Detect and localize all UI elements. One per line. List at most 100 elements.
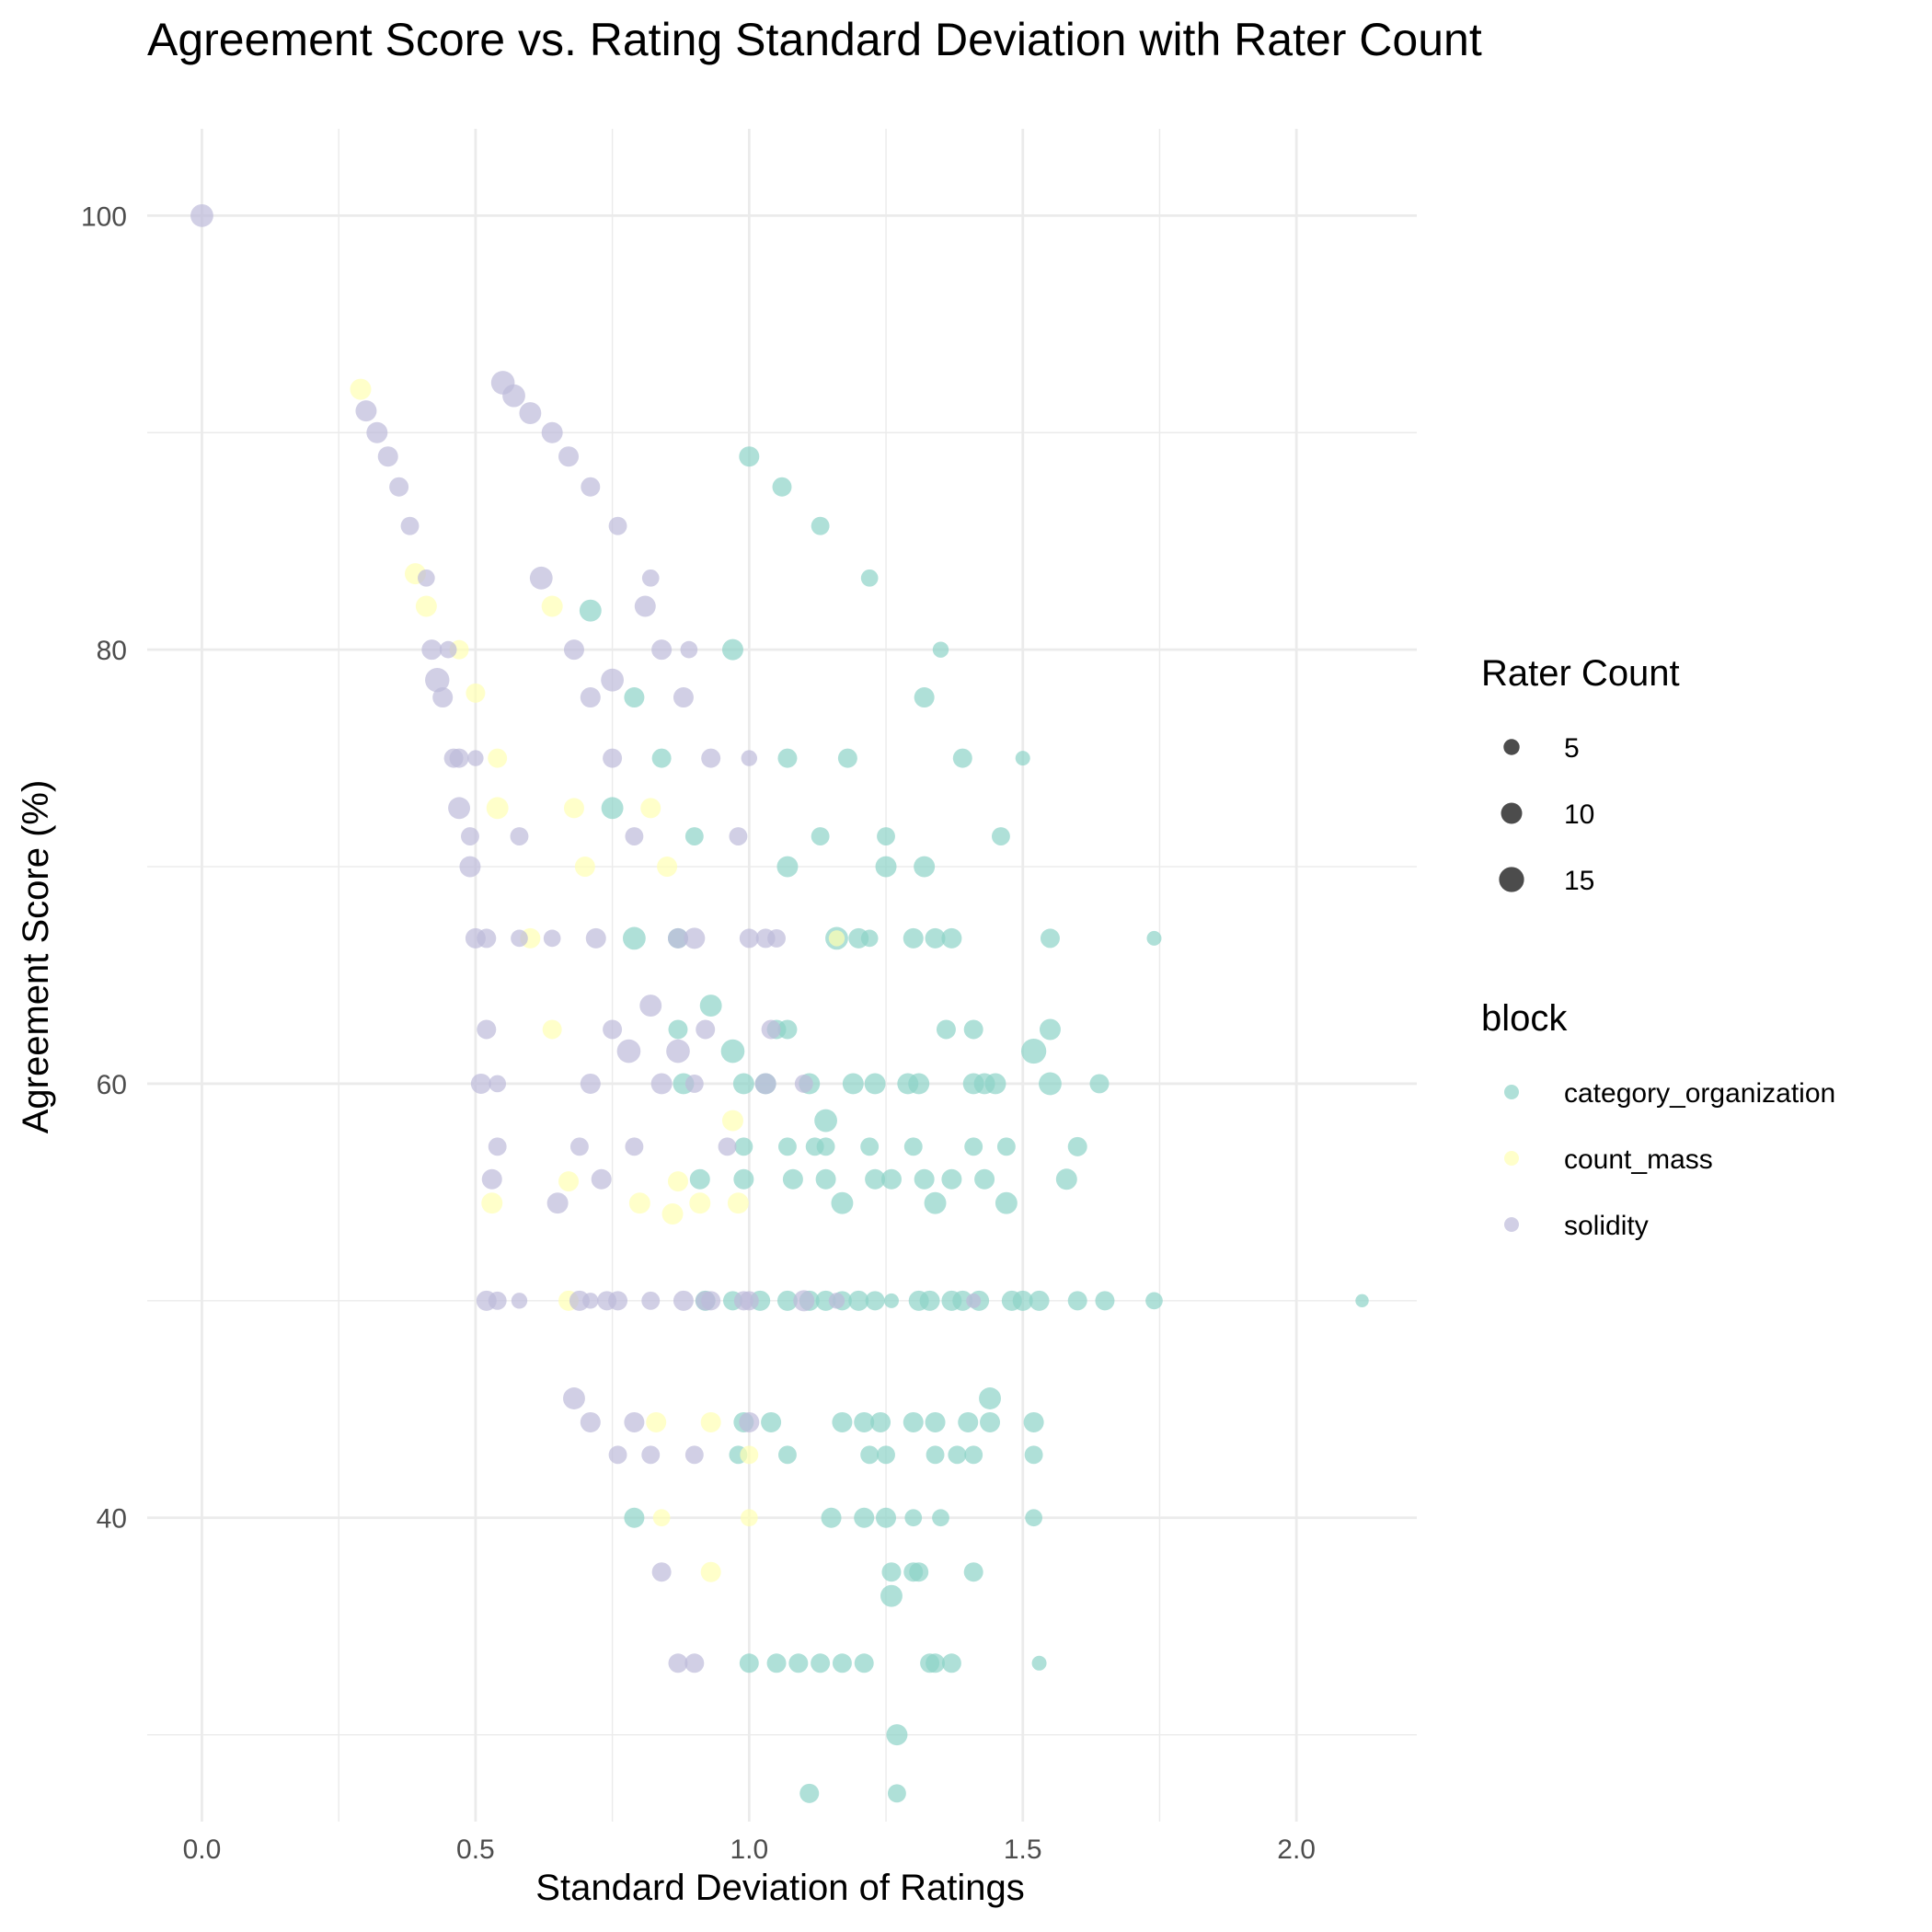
data-point: [580, 687, 601, 708]
data-point: [1024, 1445, 1043, 1465]
y-tick-label: 100: [81, 201, 127, 232]
data-point: [541, 595, 563, 617]
data-point: [1039, 1018, 1061, 1041]
data-point: [799, 1783, 820, 1803]
data-point: [519, 402, 542, 424]
data-point: [684, 1445, 704, 1465]
data-point: [668, 1653, 688, 1673]
y-axis-title: Agreement Score (%): [16, 780, 56, 1134]
data-point: [680, 640, 698, 659]
data-point: [603, 1019, 623, 1040]
data-point: [924, 1191, 947, 1214]
x-tick-label: 0.5: [456, 1834, 495, 1865]
data-point: [486, 797, 509, 820]
data-point: [608, 516, 627, 535]
data-point: [448, 797, 471, 820]
data-point: [591, 1168, 612, 1190]
data-point: [1031, 1655, 1047, 1671]
data-point: [470, 1073, 491, 1094]
data-point: [727, 1192, 749, 1214]
data-point: [832, 1653, 852, 1673]
data-point: [925, 927, 946, 949]
data-point: [980, 1411, 1001, 1432]
data-point: [778, 1137, 797, 1156]
data-point: [739, 928, 759, 949]
data-point: [684, 1653, 705, 1673]
data-point: [914, 687, 935, 708]
size-legend-key: [1501, 802, 1523, 824]
data-point: [418, 569, 435, 587]
data-point: [488, 1137, 507, 1156]
data-point: [1015, 751, 1030, 766]
data-point: [793, 1290, 815, 1312]
data-point: [580, 1411, 601, 1432]
data-point: [701, 1291, 721, 1311]
data-point: [502, 384, 525, 408]
data-point: [865, 1168, 886, 1190]
series-count_mass: [350, 378, 845, 1582]
size-legend: Rater Count 5 10 15: [1481, 653, 1680, 896]
data-point: [546, 1192, 569, 1214]
color-legend-title: block: [1481, 998, 1568, 1039]
data-point: [952, 1290, 973, 1311]
data-point: [914, 1168, 935, 1190]
data-point: [624, 687, 645, 708]
data-point: [815, 1168, 836, 1190]
data-point: [1067, 1291, 1087, 1311]
data-point: [963, 1019, 983, 1040]
data-point: [880, 1168, 902, 1190]
x-tick-label: 0.0: [183, 1834, 222, 1865]
data-point: [739, 1411, 760, 1432]
data-point: [355, 400, 377, 422]
data-point: [729, 827, 748, 845]
data-point: [903, 1411, 924, 1432]
data-point: [788, 1653, 809, 1673]
data-point: [558, 1171, 580, 1192]
data-point: [569, 1137, 589, 1156]
data-point: [641, 1291, 661, 1310]
data-point: [701, 748, 721, 768]
x-tick-label: 1.5: [1004, 1834, 1042, 1865]
data-point: [941, 1168, 962, 1190]
data-point: [964, 1445, 983, 1465]
data-point: [932, 1509, 949, 1527]
y-tick-label: 80: [97, 636, 127, 666]
data-point: [926, 1445, 945, 1465]
data-point: [1040, 928, 1060, 949]
data-point: [832, 1411, 853, 1432]
data-point: [684, 827, 704, 845]
data-point: [628, 1192, 650, 1214]
data-point: [886, 1724, 908, 1746]
color-legend: block category_organization count_masssol…: [1481, 998, 1835, 1241]
data-point: [828, 930, 845, 947]
data-point: [190, 203, 213, 227]
data-point: [821, 1507, 842, 1528]
data-point: [603, 748, 623, 768]
color-legend-key: [1504, 1085, 1519, 1099]
data-point: [601, 797, 624, 820]
data-point: [651, 639, 673, 661]
data-point: [1029, 1290, 1050, 1311]
data-point: [996, 1137, 1016, 1156]
data-point: [875, 856, 897, 878]
data-point: [684, 1075, 704, 1093]
data-point: [466, 683, 486, 703]
data-point: [616, 1039, 641, 1064]
data-point: [814, 1109, 837, 1133]
data-point: [425, 667, 450, 693]
series-solidity: [190, 203, 982, 1673]
data-point: [974, 1168, 995, 1190]
size-legend-label: 15: [1564, 866, 1594, 896]
data-point: [854, 1507, 875, 1528]
data-point: [461, 827, 479, 845]
data-point: [761, 1411, 782, 1432]
data-point: [1145, 1292, 1163, 1310]
data-point: [542, 1019, 562, 1040]
data-point: [926, 1653, 946, 1673]
data-point: [651, 1562, 672, 1582]
data-point: [794, 1075, 813, 1093]
data-point: [400, 516, 420, 535]
data-point: [740, 1445, 759, 1465]
data-point: [1039, 1072, 1062, 1096]
